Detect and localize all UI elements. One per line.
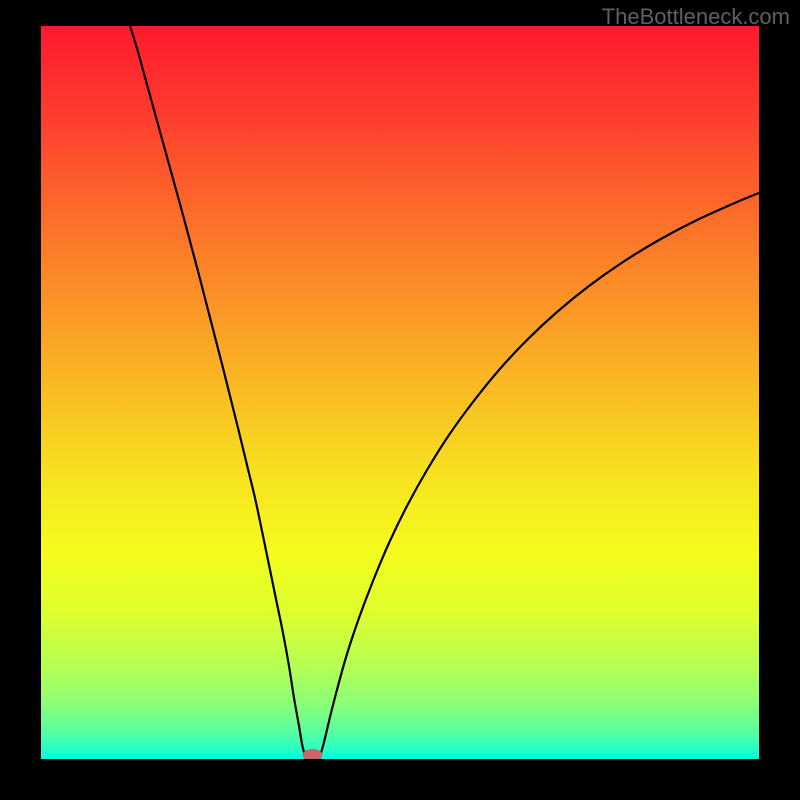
chart-container: TheBottleneck.com	[0, 0, 800, 800]
plot-area	[41, 26, 759, 759]
watermark-text: TheBottleneck.com	[602, 4, 790, 30]
plot-svg	[41, 26, 759, 759]
gradient-background	[41, 26, 759, 759]
